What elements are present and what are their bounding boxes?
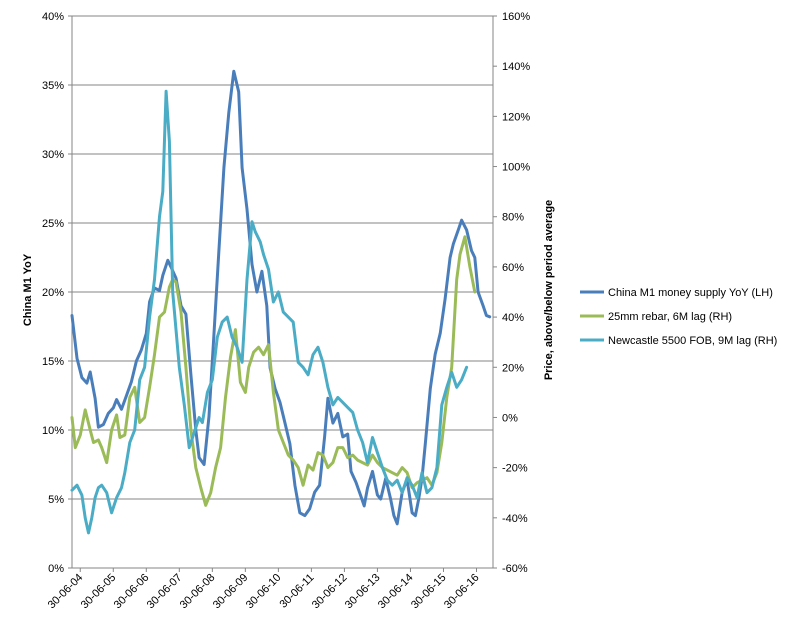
x-tick-label: 30-06-07 xyxy=(145,572,185,612)
y-left-axis-title: China M1 YoY xyxy=(22,253,34,326)
series-lines xyxy=(70,69,492,535)
left-tick-label: 5% xyxy=(48,494,64,506)
right-tick-label: 120% xyxy=(502,111,530,123)
right-tick-label: -40% xyxy=(502,513,528,525)
left-tick-label: 30% xyxy=(42,149,64,161)
y-right-axis-title: Price, above/below period average xyxy=(543,200,555,380)
series-line-2 xyxy=(70,235,477,507)
right-tick-label: 0% xyxy=(502,412,518,424)
legend: China M1 money supply YoY (LH) 25mm rebar… xyxy=(580,287,777,347)
left-axis-ticks: 0% 5% 10% 15% 20% 25% 30% 35% 40% xyxy=(42,11,72,575)
x-tick-label: 30-06-08 xyxy=(178,572,218,612)
x-axis-ticks: 30-06-0430-06-0530-06-0630-06-0730-06-08… xyxy=(46,568,482,611)
legend-label-3: Newcastle 5500 FOB, 9M lag (RH) xyxy=(608,335,777,347)
right-tick-label: 100% xyxy=(502,162,530,174)
x-tick-label: 30-06-06 xyxy=(112,572,152,612)
left-tick-label: 20% xyxy=(42,287,64,299)
x-tick-label: 30-06-04 xyxy=(46,572,86,612)
right-tick-label: -60% xyxy=(502,563,528,575)
series-line-1 xyxy=(70,69,492,526)
x-tick-label: 30-06-12 xyxy=(310,572,350,612)
left-tick-label: 40% xyxy=(42,11,64,23)
right-tick-label: -20% xyxy=(502,463,528,475)
right-axis-ticks: -60% -40% -20% 0% 20% 40% 60% 80% 100% 120% 140% 16… xyxy=(493,11,530,575)
right-tick-label: 80% xyxy=(502,212,524,224)
right-tick-label: 160% xyxy=(502,11,530,23)
legend-label-2: 25mm rebar, 6M lag (RH) xyxy=(608,311,732,323)
left-tick-label: 25% xyxy=(42,218,64,230)
x-tick-label: 30-06-14 xyxy=(376,572,416,612)
x-tick-label: 30-06-15 xyxy=(409,572,449,612)
left-tick-label: 0% xyxy=(48,563,64,575)
legend-label-1: China M1 money supply YoY (LH) xyxy=(608,287,773,299)
right-tick-label: 40% xyxy=(502,312,524,324)
left-tick-label: 35% xyxy=(42,80,64,92)
left-tick-label: 10% xyxy=(42,425,64,437)
right-tick-label: 60% xyxy=(502,262,524,274)
x-tick-label: 30-06-16 xyxy=(442,572,482,612)
left-tick-label: 15% xyxy=(42,356,64,368)
x-tick-label: 30-06-10 xyxy=(244,572,284,612)
x-tick-label: 30-06-09 xyxy=(211,572,251,612)
grid-lines xyxy=(72,15,493,500)
right-tick-label: 140% xyxy=(502,61,530,73)
right-tick-label: 20% xyxy=(502,362,524,374)
x-tick-label: 30-06-05 xyxy=(79,572,119,612)
x-tick-label: 30-06-13 xyxy=(343,572,383,612)
series-line-3 xyxy=(70,89,469,535)
